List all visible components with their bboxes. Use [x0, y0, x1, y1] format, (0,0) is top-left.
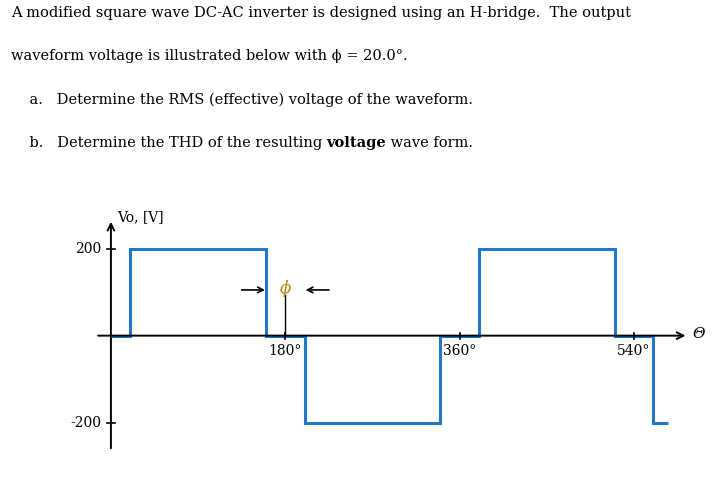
Text: wave form.: wave form. [386, 136, 473, 150]
Text: ϕ: ϕ [280, 280, 291, 297]
Text: 180°: 180° [269, 344, 302, 358]
Text: voltage: voltage [326, 136, 386, 150]
Text: 540°: 540° [618, 344, 651, 358]
Text: A modified square wave DC-AC inverter is designed using an H-bridge.  The output: A modified square wave DC-AC inverter is… [11, 6, 631, 20]
Text: a.   Determine the RMS (effective) voltage of the waveform.: a. Determine the RMS (effective) voltage… [11, 92, 473, 107]
Text: 200: 200 [75, 242, 101, 255]
Text: waveform voltage is illustrated below with ϕ = 20.0°.: waveform voltage is illustrated below wi… [11, 49, 408, 63]
Text: Vo, [V]: Vo, [V] [116, 210, 163, 224]
Text: Θ: Θ [692, 327, 705, 341]
Text: b.   Determine the THD of the resulting: b. Determine the THD of the resulting [11, 136, 326, 150]
Text: -200: -200 [70, 416, 101, 430]
Text: 360°: 360° [443, 344, 476, 358]
